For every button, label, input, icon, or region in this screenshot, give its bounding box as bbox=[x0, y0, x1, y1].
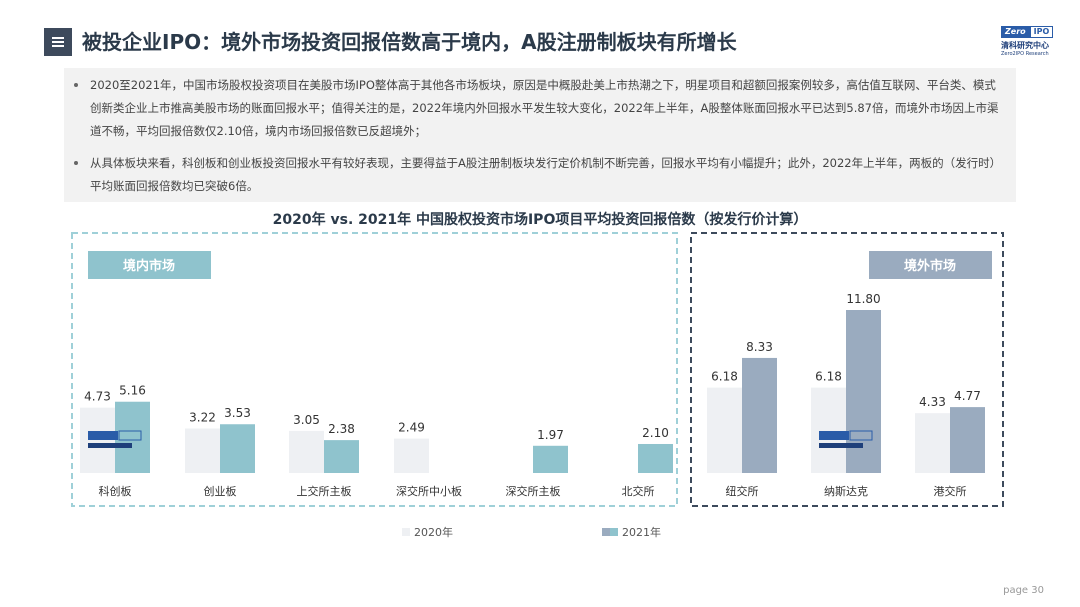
data-label: 8.33 bbox=[746, 340, 773, 354]
data-label: 6.18 bbox=[815, 370, 842, 384]
data-label: 1.97 bbox=[537, 428, 564, 442]
data-label: 6.18 bbox=[711, 370, 738, 384]
overseas-market-tag bbox=[869, 251, 992, 279]
category-label: 北交所 bbox=[622, 484, 655, 498]
bar-2021 bbox=[638, 443, 673, 473]
bullet-dot-icon bbox=[74, 83, 78, 87]
category-label: 科创板 bbox=[99, 484, 132, 498]
data-label: 3.22 bbox=[189, 411, 216, 425]
data-label: 2.10 bbox=[642, 426, 669, 440]
data-label: 2.38 bbox=[328, 422, 355, 436]
bar-2020 bbox=[185, 428, 220, 473]
bar-2020 bbox=[80, 407, 115, 473]
bar-2020 bbox=[811, 387, 846, 473]
data-label: 3.05 bbox=[293, 413, 320, 427]
page-title: 被投企业IPO：境外市场投资回报倍数高于境内，A股注册制板块有所增长 bbox=[82, 30, 737, 54]
bar-2020 bbox=[394, 438, 429, 473]
category-label: 深交所主板 bbox=[506, 484, 561, 498]
category-label: 纳斯达克 bbox=[824, 485, 868, 498]
zero2ipo-logo: Zero IPO 清科研究中心 Zero2IPO Research bbox=[1001, 26, 1059, 60]
watermark-logo-icon bbox=[819, 431, 849, 440]
bar-2020 bbox=[707, 387, 742, 473]
bar-2021 bbox=[742, 357, 777, 473]
category-label: 深交所中小板 bbox=[396, 484, 462, 498]
data-label: 4.33 bbox=[919, 395, 946, 409]
legend-label-2020: 2020年 bbox=[414, 525, 453, 539]
bar-2021 bbox=[533, 445, 568, 473]
chart-title: 2020年 vs. 2021年 中国股权投资市场IPO项目平均投资回报倍数（按发… bbox=[272, 212, 808, 228]
watermark-logo-icon bbox=[849, 430, 873, 441]
watermark-logo-icon bbox=[88, 443, 132, 448]
bullet-item: 2020至2021年，中国市场股权投资项目在美股市场IPO整体高于其他各市场板块… bbox=[74, 74, 1004, 143]
category-label: 港交所 bbox=[934, 484, 967, 498]
bullet-dot-icon bbox=[74, 161, 78, 165]
page-number: page 30 bbox=[1003, 585, 1044, 596]
domestic-market-tag bbox=[88, 251, 211, 279]
domestic-market-frame bbox=[71, 232, 678, 507]
bar-2021 bbox=[324, 440, 359, 473]
legend-label-2021: 2021年 bbox=[622, 525, 661, 539]
data-label: 3.53 bbox=[224, 406, 251, 420]
watermark-logo-icon bbox=[819, 443, 863, 448]
data-label: 5.16 bbox=[119, 384, 146, 398]
summary-box: 2020至2021年，中国市场股权投资项目在美股市场IPO整体高于其他各市场板块… bbox=[64, 68, 1016, 202]
overseas-market-label: 境外市场 bbox=[904, 258, 956, 274]
bar-2021 bbox=[846, 310, 881, 473]
watermark-logo-icon bbox=[88, 431, 118, 440]
bar-2020 bbox=[915, 413, 950, 473]
menu-icon bbox=[44, 28, 72, 56]
bar-2021 bbox=[115, 401, 150, 473]
watermark-logo-icon bbox=[118, 430, 142, 441]
category-label: 创业板 bbox=[204, 484, 237, 498]
bar-2021 bbox=[950, 407, 985, 473]
bullet-item: 从具体板块来看，科创板和创业板投资回报水平有较好表现，主要得益于A股注册制板块发… bbox=[74, 152, 1004, 198]
domestic-market-label: 境内市场 bbox=[123, 258, 175, 274]
legend-swatch-2021 bbox=[610, 528, 618, 536]
legend-swatch-2021 bbox=[602, 528, 610, 536]
bar-2020 bbox=[289, 430, 324, 473]
category-label: 上交所主板 bbox=[297, 484, 352, 498]
data-label: 4.77 bbox=[954, 389, 981, 403]
legend-swatch-2020 bbox=[402, 528, 410, 536]
bar-2021 bbox=[220, 424, 255, 473]
data-label: 4.73 bbox=[84, 390, 111, 404]
overseas-market-frame bbox=[690, 232, 1004, 507]
data-label: 11.80 bbox=[846, 292, 880, 306]
data-label: 2.49 bbox=[398, 421, 425, 435]
category-label: 纽交所 bbox=[726, 484, 759, 498]
